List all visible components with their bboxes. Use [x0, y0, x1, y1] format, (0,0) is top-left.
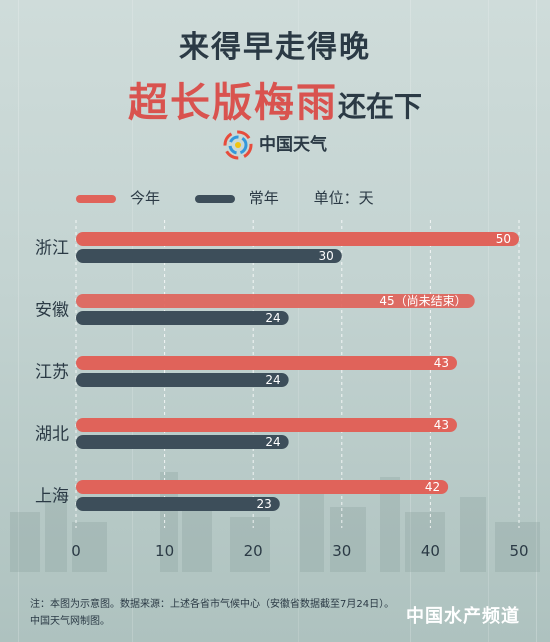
unit-label: 单位：天 — [313, 189, 374, 207]
footnote-line2: 中国天气网制图。 — [30, 616, 110, 627]
legend-item-normal-year: 常年 — [194, 187, 279, 208]
brand-header: 中国天气 — [0, 130, 550, 160]
bar-this-year — [76, 356, 457, 370]
bar-value-label: 24 — [265, 435, 280, 449]
category-label: 浙江 — [35, 239, 69, 259]
legend-label: 今年 — [130, 189, 161, 207]
rain-streak — [410, 0, 411, 642]
bar-normal-year — [76, 249, 342, 263]
bar-this-year — [76, 418, 457, 432]
bar-value-label: 43 — [434, 356, 449, 370]
legend-swatch — [194, 194, 235, 203]
bar-value-label: 43 — [434, 418, 449, 432]
footnote: 注：本图为示意图。数据来源：上述各省市气候中心（安徽省数据截至7月24日）。 中… — [30, 596, 394, 630]
bar-value-label: 24 — [265, 311, 280, 325]
x-tick-label: 40 — [421, 542, 440, 560]
category-label: 江苏 — [35, 363, 69, 383]
bar-value-label: 45（尚未结束） — [379, 294, 466, 308]
bar-value-label: 50 — [496, 232, 511, 246]
headline-line1: 来得早走得晚 — [179, 30, 371, 65]
headline-highlight: 超长版梅雨 — [127, 80, 338, 126]
legend-swatch — [76, 194, 116, 203]
bar-value-label: 30 — [319, 249, 334, 263]
watermark-text: 中国水产频道 — [406, 606, 520, 627]
chart-legend: 今年 常年 单位：天 — [76, 187, 374, 208]
x-tick-label: 20 — [244, 542, 263, 560]
bar-normal-year — [76, 373, 289, 387]
footnote-line1: 注：本图为示意图。数据来源：上述各省市气候中心（安徽省数据截至7月24日）。 — [30, 599, 395, 610]
bar-value-label: 23 — [256, 497, 271, 511]
category-label: 上海 — [35, 487, 69, 507]
bar-normal-year — [76, 311, 289, 325]
bar-value-label: 42 — [425, 480, 440, 494]
legend-label: 常年 — [248, 189, 279, 207]
category-label: 安徽 — [35, 301, 69, 321]
bar-normal-year — [76, 497, 280, 511]
legend-item-this-year: 今年 — [76, 187, 160, 208]
headline-line2: 超长版梅雨还在下 — [0, 70, 550, 128]
x-tick-label: 50 — [509, 542, 528, 560]
headline-rest: 还在下 — [337, 90, 422, 123]
bar-normal-year — [76, 435, 289, 449]
brand-name: 中国天气 — [259, 135, 327, 155]
bar-this-year — [76, 232, 519, 246]
bar-this-year — [76, 480, 449, 494]
weather-logo-icon — [223, 130, 253, 160]
x-tick-label: 10 — [155, 542, 174, 560]
rain-streak — [18, 0, 19, 642]
x-tick-label: 30 — [332, 542, 351, 560]
bar-value-label: 24 — [265, 373, 280, 387]
rain-streak — [536, 0, 537, 642]
category-label: 湖北 — [35, 425, 69, 445]
rain-streak — [298, 0, 299, 642]
rain-streak — [488, 0, 489, 642]
bar-this-year — [76, 294, 475, 308]
x-tick-label: 0 — [71, 542, 81, 560]
